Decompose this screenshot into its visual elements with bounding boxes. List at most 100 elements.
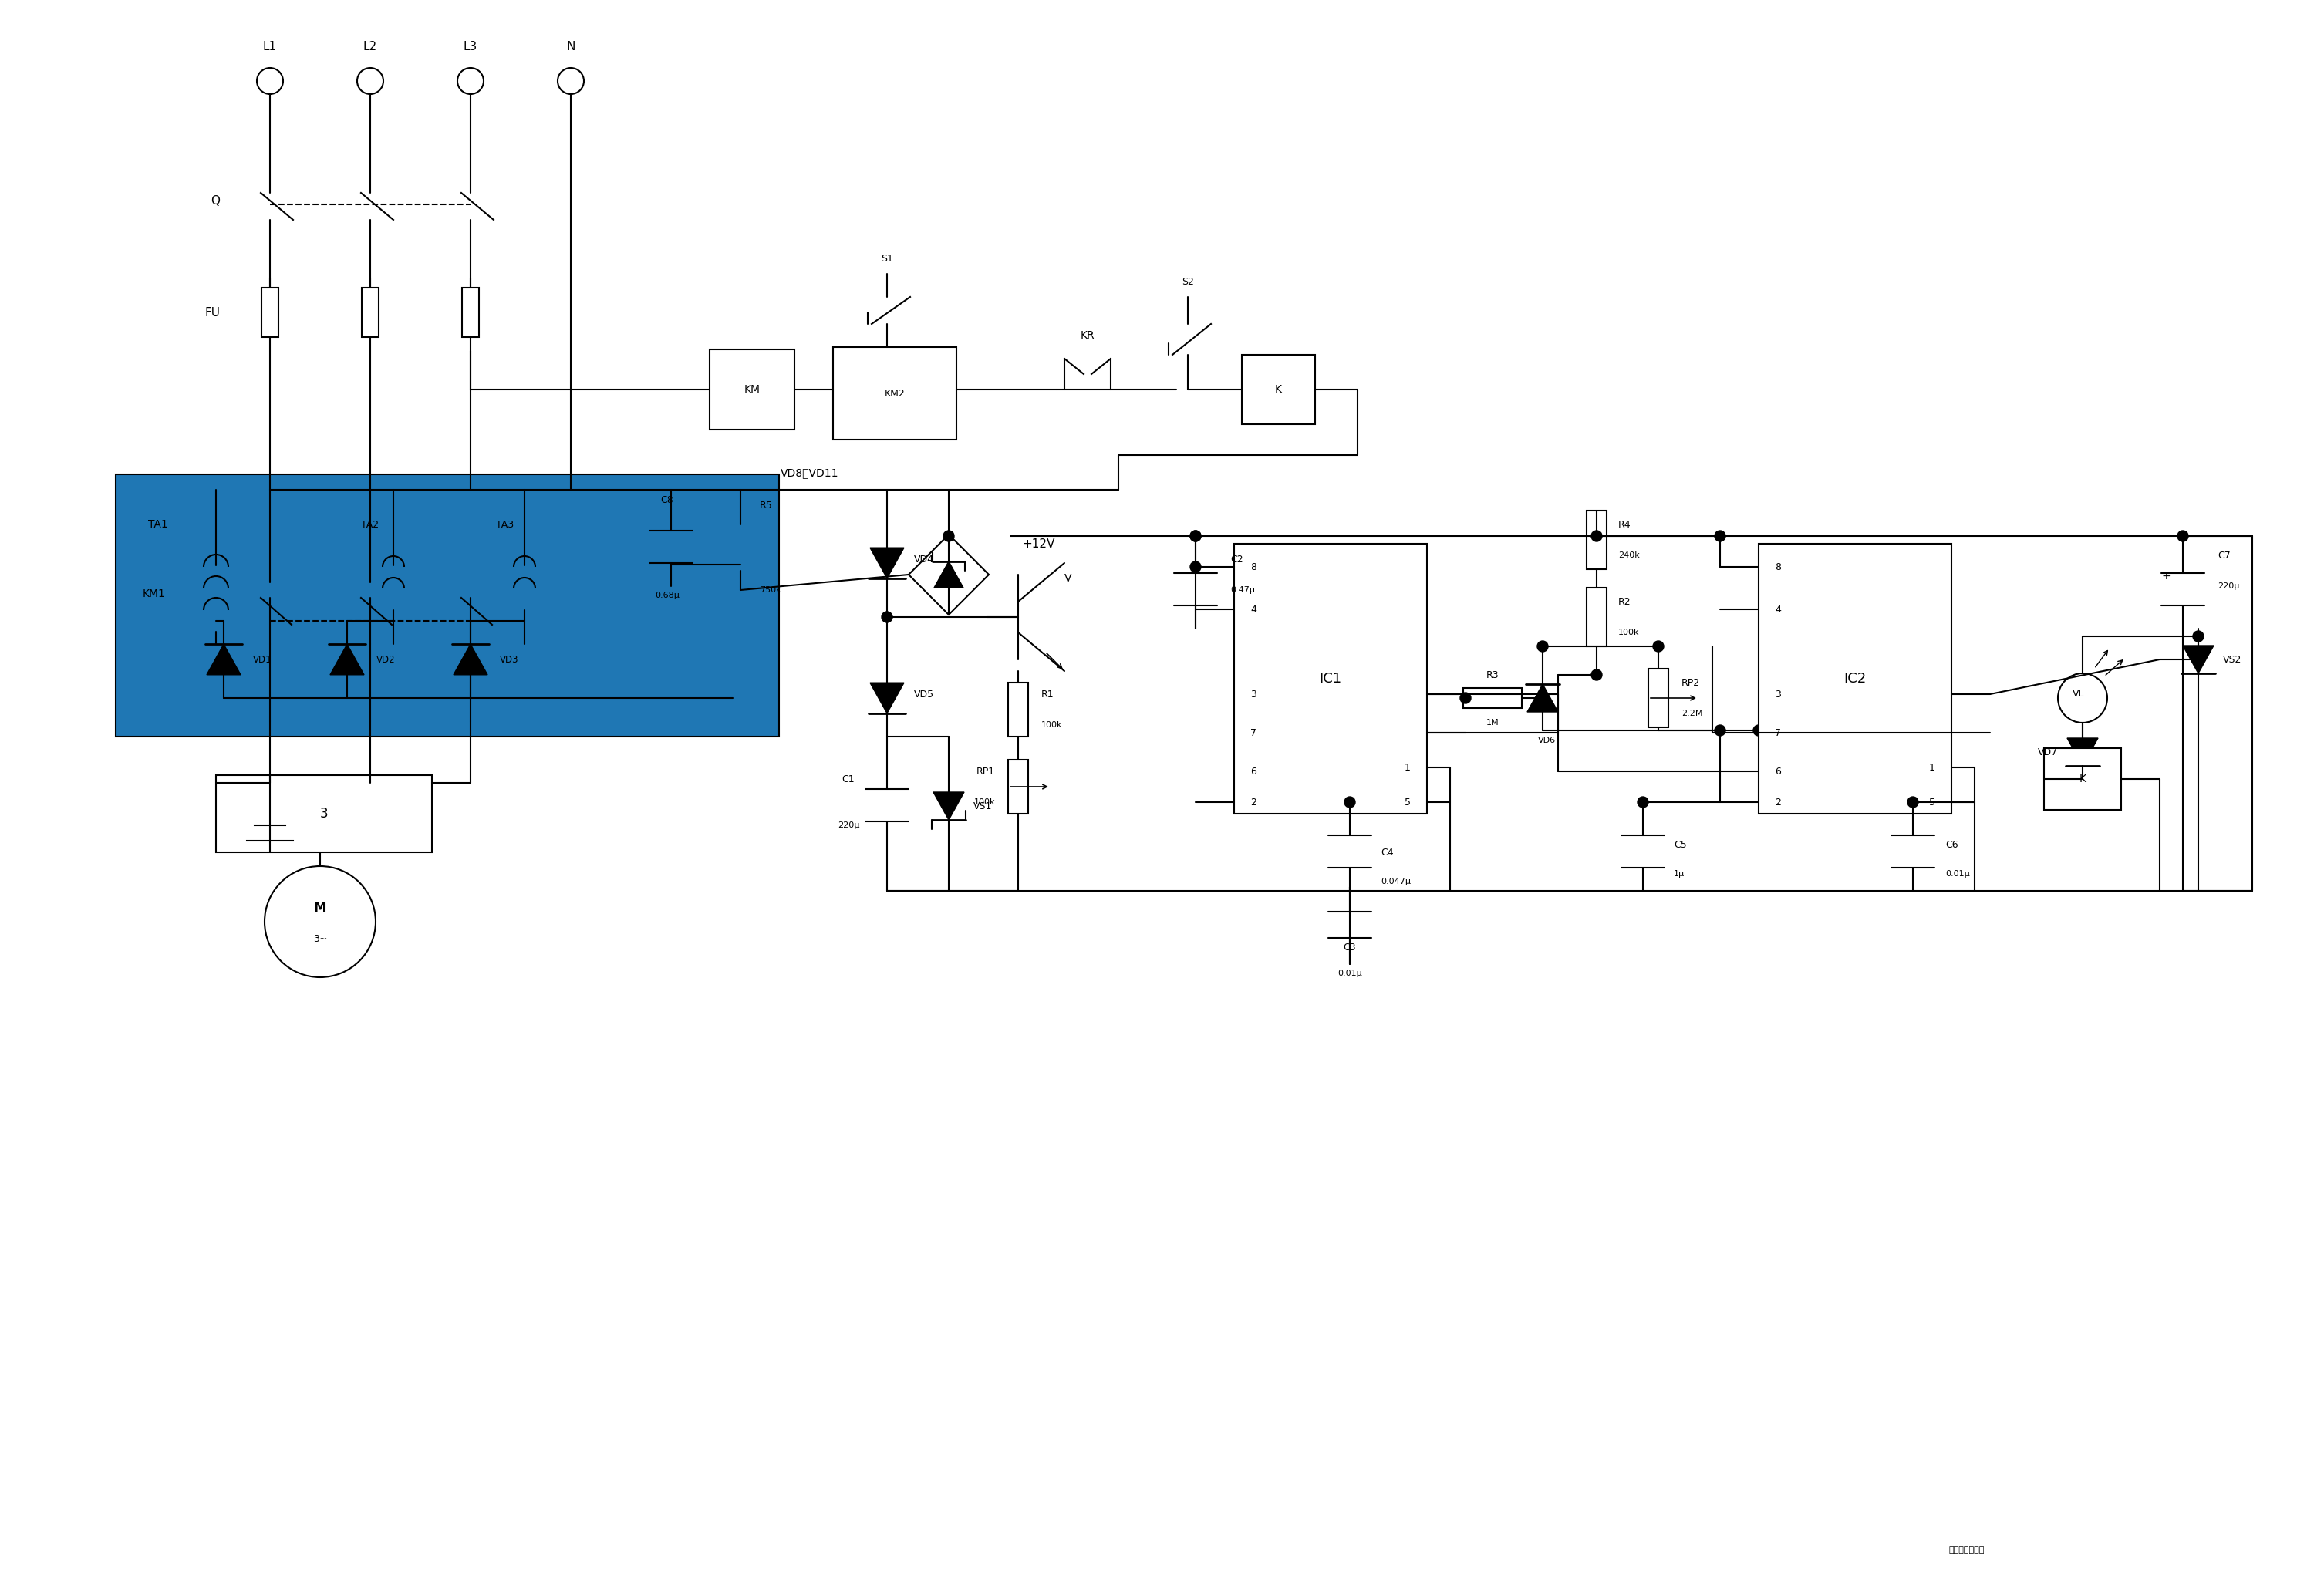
Bar (1759, 544, 1952, 813)
Circle shape (265, 865, 376, 978)
Circle shape (1715, 531, 1724, 542)
Bar (832, 347, 957, 439)
Text: IC1: IC1 (1320, 672, 1341, 686)
Text: 1: 1 (1404, 762, 1411, 772)
Text: VD3: VD3 (500, 655, 518, 664)
Circle shape (1715, 724, 1724, 735)
Circle shape (1190, 531, 1202, 542)
Text: C3: C3 (1343, 941, 1357, 953)
Text: M: M (314, 900, 325, 915)
Text: 100k: 100k (974, 799, 995, 807)
Text: L1: L1 (263, 41, 277, 52)
Circle shape (465, 485, 476, 495)
Text: 4: 4 (1250, 604, 1257, 615)
Bar (1587, 510, 1606, 569)
Bar (1648, 669, 1669, 728)
Text: R2: R2 (1618, 596, 1631, 607)
Polygon shape (934, 561, 964, 588)
Bar (1234, 544, 1427, 813)
Text: C5: C5 (1673, 840, 1687, 850)
Polygon shape (2066, 739, 2099, 766)
Text: 220μ: 220μ (837, 821, 860, 829)
Circle shape (558, 68, 583, 94)
Text: 2: 2 (1250, 797, 1257, 807)
Bar (1009, 683, 1027, 737)
Text: VD7: VD7 (2038, 747, 2057, 758)
Text: 6: 6 (1776, 766, 1780, 777)
Text: S2: S2 (1181, 276, 1195, 287)
Text: C2: C2 (1229, 555, 1243, 564)
Text: 100k: 100k (1618, 629, 1638, 636)
Polygon shape (2182, 645, 2215, 674)
Text: V: V (1064, 574, 1071, 583)
Text: VL: VL (2073, 688, 2085, 699)
Polygon shape (207, 644, 242, 675)
Polygon shape (1527, 685, 1557, 712)
Circle shape (1536, 640, 1548, 651)
Polygon shape (869, 683, 904, 713)
Text: +: + (2161, 571, 2171, 582)
Circle shape (1190, 531, 1202, 542)
Text: R3: R3 (1485, 670, 1499, 680)
Text: VS1: VS1 (974, 800, 992, 812)
Circle shape (2194, 631, 2203, 642)
Text: 3: 3 (1250, 689, 1257, 699)
Bar (1241, 355, 1315, 425)
Text: Q: Q (211, 195, 221, 206)
Text: 0.047μ: 0.047μ (1380, 878, 1411, 886)
Circle shape (1536, 693, 1548, 704)
Text: L2: L2 (363, 41, 376, 52)
Circle shape (2178, 531, 2189, 542)
Text: TA1: TA1 (149, 518, 167, 529)
Circle shape (1752, 724, 1764, 735)
Text: 100k: 100k (1041, 721, 1062, 729)
Text: 5: 5 (1929, 797, 1936, 807)
Text: FU: FU (205, 306, 221, 319)
Text: VD8～VD11: VD8～VD11 (781, 468, 839, 479)
Text: 3~: 3~ (314, 934, 328, 943)
Bar (730, 525, 751, 571)
Text: +12V: +12V (1023, 537, 1055, 550)
Bar (216, 775, 432, 853)
Text: VD5: VD5 (913, 689, 934, 699)
Text: 240k: 240k (1618, 552, 1641, 560)
Circle shape (1343, 797, 1355, 807)
Text: VD2: VD2 (376, 655, 395, 664)
Circle shape (1908, 797, 1917, 807)
Text: 0.01μ: 0.01μ (1339, 970, 1362, 978)
Text: 8: 8 (1250, 563, 1257, 572)
Text: 7: 7 (1250, 728, 1257, 737)
Text: VS2: VS2 (2224, 655, 2243, 664)
Text: S1: S1 (881, 254, 892, 263)
Circle shape (458, 68, 483, 94)
Text: R4: R4 (1618, 520, 1631, 529)
Text: 3: 3 (321, 807, 328, 821)
Text: KM1: KM1 (142, 588, 165, 599)
Text: N: N (567, 41, 574, 52)
Text: K: K (1274, 384, 1281, 395)
Bar (263, 288, 279, 338)
Circle shape (944, 531, 955, 542)
Circle shape (1459, 693, 1471, 704)
Text: RP1: RP1 (976, 766, 995, 777)
Text: 2.2M: 2.2M (1683, 710, 1703, 718)
Text: 4: 4 (1776, 604, 1780, 615)
Text: 0.01μ: 0.01μ (1945, 870, 1971, 878)
Text: KM2: KM2 (885, 388, 904, 398)
Bar (2045, 748, 2122, 810)
Text: KR: KR (1081, 330, 1095, 341)
Text: 1μ: 1μ (1673, 870, 1685, 878)
Circle shape (1652, 640, 1664, 651)
Bar (462, 288, 479, 338)
Text: VD6: VD6 (1538, 737, 1555, 745)
Text: C6: C6 (1945, 840, 1959, 850)
Circle shape (2057, 674, 2108, 723)
Circle shape (881, 612, 892, 623)
Bar (363, 288, 379, 338)
Text: TA2: TA2 (360, 520, 379, 529)
Circle shape (1638, 797, 1648, 807)
Text: 3: 3 (1776, 689, 1780, 699)
Text: RP2: RP2 (1683, 677, 1701, 688)
Circle shape (1592, 531, 1601, 542)
Polygon shape (909, 534, 988, 615)
